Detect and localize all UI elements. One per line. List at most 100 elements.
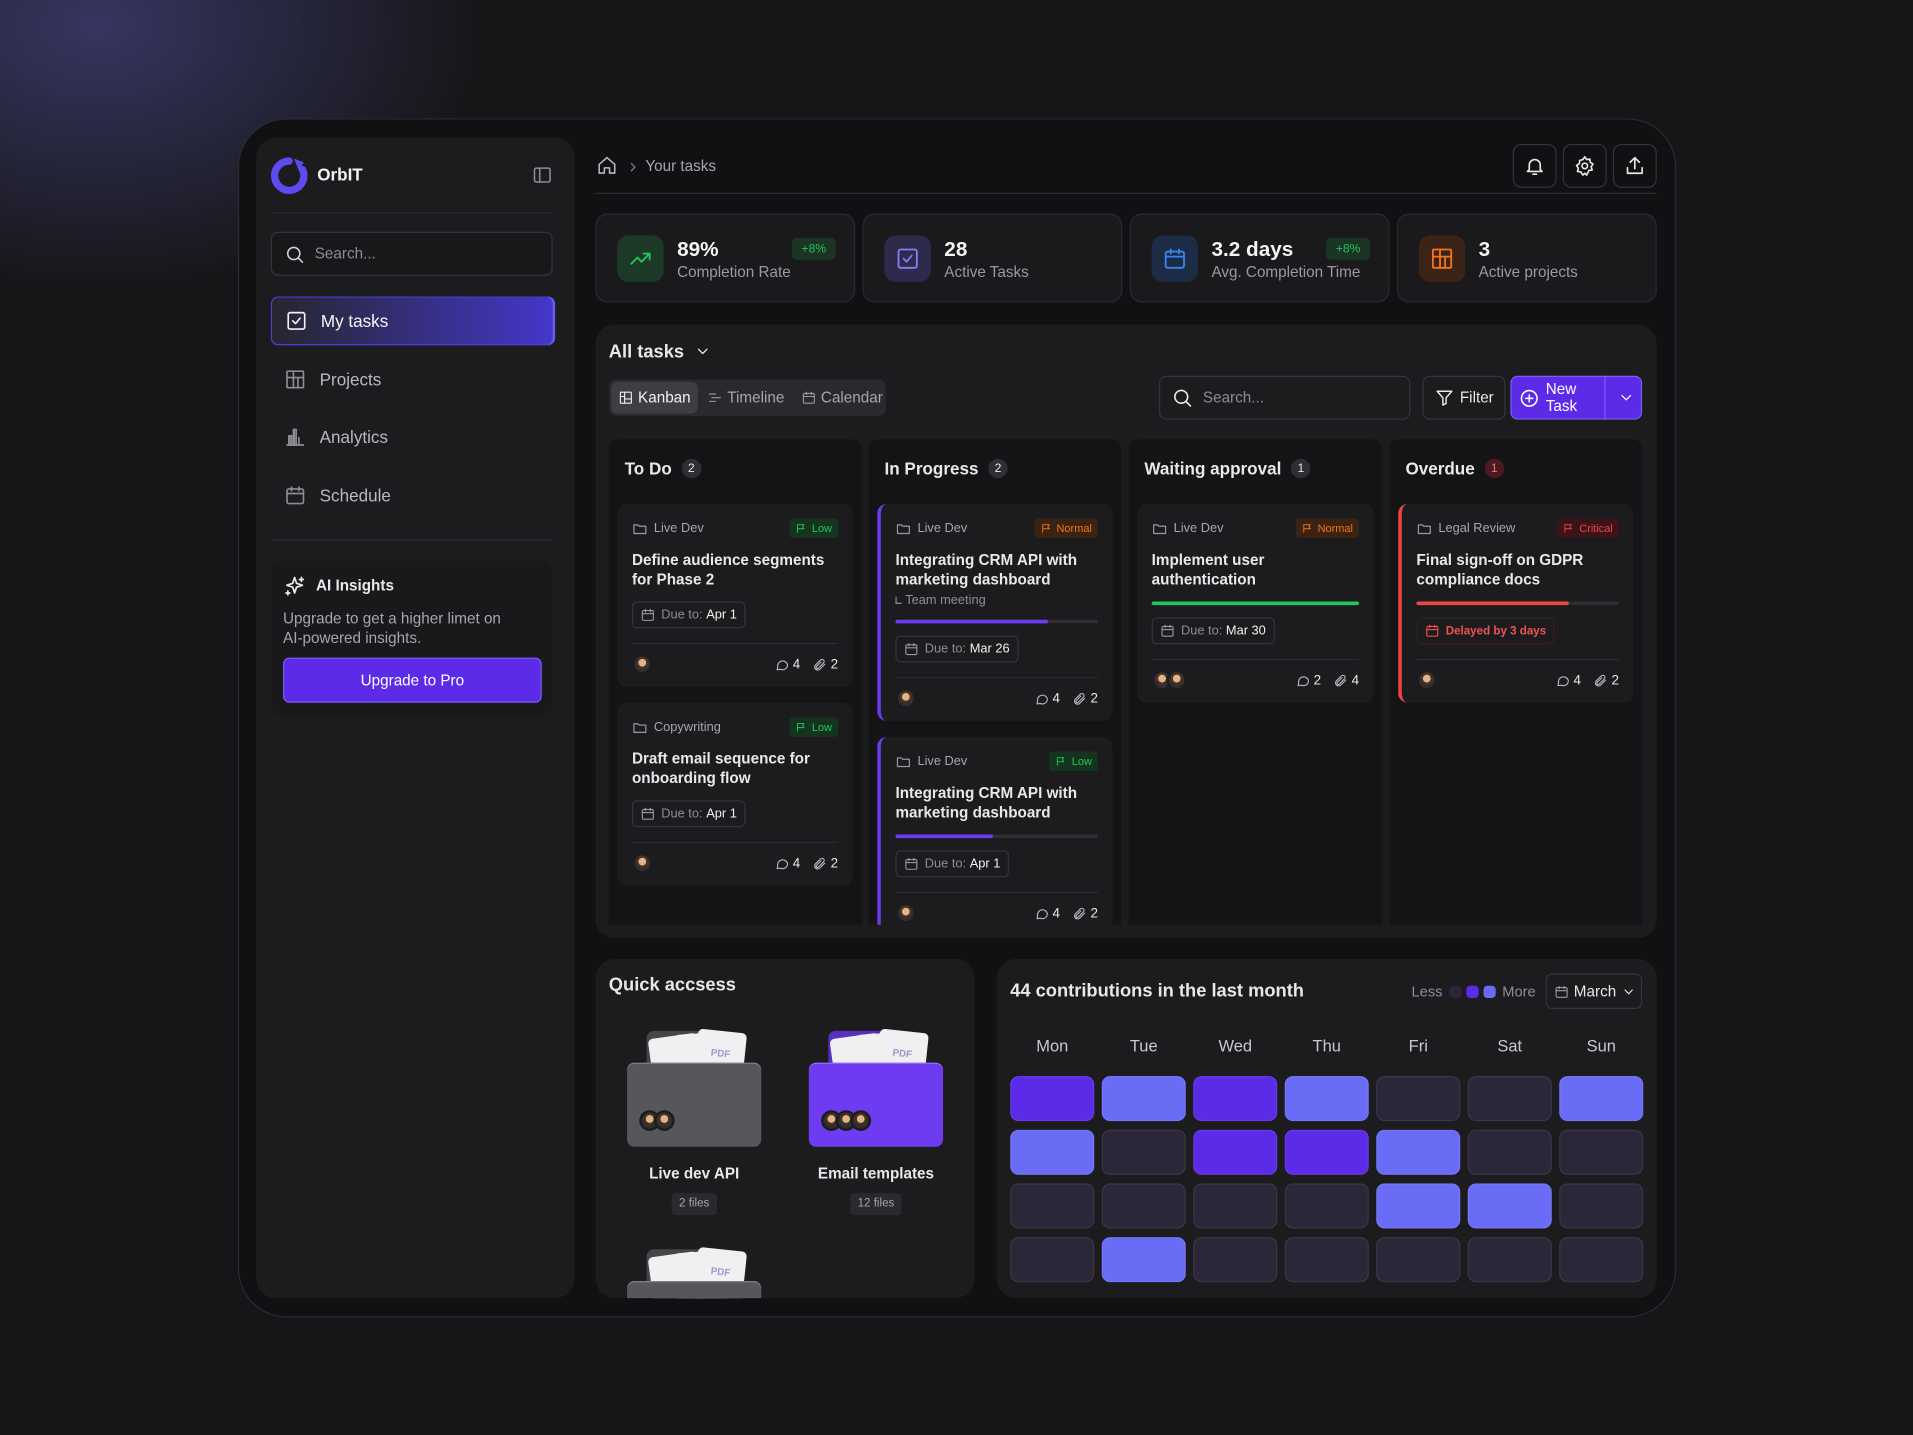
new-task-button[interactable]: New Task (1510, 375, 1643, 420)
heatmap-cell[interactable] (1010, 1129, 1095, 1175)
view-tab[interactable]: Calendar (794, 382, 890, 414)
heatmap-cell[interactable] (1101, 1076, 1186, 1122)
heatmap-cell[interactable] (1193, 1129, 1278, 1175)
clip-icon (812, 657, 827, 672)
view-tab[interactable]: Timeline (700, 382, 791, 414)
nav-item[interactable]: My tasks (270, 296, 553, 346)
heatmap-cell[interactable] (1101, 1183, 1186, 1229)
heatmap-cell[interactable] (1559, 1183, 1644, 1229)
heatmap-cell[interactable] (1376, 1237, 1461, 1283)
heatmap-cell[interactable] (1284, 1076, 1369, 1122)
stat-card: 3 Active projects (1396, 213, 1657, 303)
header-button[interactable] (1512, 143, 1557, 188)
upgrade-button[interactable]: Upgrade to Pro (283, 657, 542, 703)
nav-item[interactable]: Analytics (271, 412, 553, 461)
nav-icon (284, 426, 306, 448)
card-divider (631, 841, 839, 844)
folder-name: Live dev API (649, 1165, 740, 1183)
stat-icon (617, 235, 664, 282)
heatmap-cell[interactable] (1010, 1076, 1095, 1122)
heatmap-cell[interactable] (1193, 1237, 1278, 1283)
column-count: 1 (1484, 458, 1505, 479)
filter-button[interactable]: Filter (1422, 375, 1506, 420)
stat-icon-glyph (895, 246, 919, 270)
priority-label: Low (811, 721, 833, 734)
task-card[interactable]: Copywriting Low Draft email sequence for o… (617, 702, 853, 886)
nav-icon-svg (287, 311, 306, 330)
priority-label: Normal (1056, 522, 1092, 535)
heatmap-cell[interactable] (1284, 1129, 1369, 1175)
task-card[interactable]: Live Dev Low Integrating CRM API with mark… (877, 736, 1113, 925)
search-icon (1171, 387, 1193, 409)
folder[interactable]: PDF (808, 1028, 944, 1147)
sidebar-search[interactable]: Search... (270, 231, 553, 276)
stat-card: 3.2 days Avg. Completion Time +8% (1129, 213, 1390, 303)
heatmap-cell[interactable] (1376, 1129, 1461, 1175)
dropdown-icon-svg (1621, 394, 1632, 401)
comment-icon (1034, 906, 1049, 921)
calendar-icon (1425, 623, 1440, 638)
header-button[interactable] (1562, 143, 1607, 188)
task-card[interactable]: Legal Review Critical Final sign-off on GD… (1398, 503, 1634, 703)
due-box: Due to: Apr 1 (631, 800, 746, 828)
toggle[interactable] (532, 165, 554, 187)
view-tab[interactable]: Kanban (611, 381, 698, 414)
heatmap-cell[interactable] (1559, 1129, 1644, 1175)
heatmap-cell[interactable] (1193, 1183, 1278, 1229)
heatmap-cell[interactable] (1284, 1183, 1369, 1229)
divider (595, 192, 1657, 194)
folder[interactable]: PDF (627, 1028, 762, 1147)
heatmap-cell[interactable] (1467, 1129, 1552, 1175)
heatmap-cell[interactable] (1376, 1076, 1461, 1122)
heatmap-cell[interactable] (1101, 1129, 1186, 1175)
heatmap-cell[interactable] (1467, 1183, 1552, 1229)
column-name: Waiting approval (1144, 458, 1282, 479)
heatmap-cell[interactable] (1284, 1237, 1369, 1283)
task-card[interactable]: Live Dev Normal Integrating CRM API with m… (877, 503, 1113, 722)
month-select[interactable]: March (1545, 973, 1643, 1009)
breadcrumb-sep (626, 160, 641, 175)
divider (270, 212, 553, 214)
tasks-title[interactable]: All tasks (609, 339, 755, 363)
comment-icon-svg (776, 858, 788, 869)
home[interactable] (597, 155, 619, 177)
column-count: 2 (988, 458, 1008, 479)
assignees (631, 852, 653, 874)
insights-title: AI Insights (315, 577, 394, 595)
header-icon (1624, 155, 1646, 177)
heatmap-cell[interactable] (1467, 1076, 1552, 1122)
folder[interactable]: PDF (627, 1246, 762, 1299)
task-card[interactable]: Live Dev Normal Implement user authenticat… (1137, 503, 1374, 703)
heatmap-cell[interactable] (1467, 1237, 1552, 1283)
search-icon-svg (1174, 389, 1192, 407)
tasks-search[interactable]: Search... (1159, 375, 1411, 420)
dropdown-icon-svg (697, 348, 708, 355)
column-name: In Progress (884, 458, 979, 479)
heatmap-cell[interactable] (1376, 1183, 1461, 1229)
paper-label: PDF (710, 1265, 731, 1279)
heatmap-cell[interactable] (1559, 1237, 1644, 1283)
task-card[interactable]: Live Dev Low Define audience segments for … (617, 503, 853, 687)
heatmap-cell[interactable] (1193, 1076, 1278, 1122)
nav-item[interactable]: Schedule (271, 470, 553, 519)
progress-fill (895, 619, 1048, 624)
stat-label: Completion Rate (677, 263, 791, 281)
nav-label: Schedule (319, 484, 391, 505)
heatmap-cell[interactable] (1101, 1237, 1186, 1283)
flag-icon-svg (797, 723, 806, 732)
due-box: Due to: Mar 30 (1151, 617, 1275, 645)
heatmap-cell[interactable] (1010, 1183, 1095, 1229)
heatmap-cell[interactable] (1559, 1076, 1644, 1122)
nav-item[interactable]: Projects (271, 354, 553, 403)
header-button[interactable] (1612, 143, 1657, 188)
heatmap-cell[interactable] (1010, 1237, 1095, 1283)
stat-icon-glyph (1163, 246, 1187, 270)
attachment-count-text: 2 (830, 855, 839, 871)
comment-icon (1034, 691, 1049, 706)
card-title: Draft email sequence for onboarding flow (631, 750, 810, 787)
priority-badge: Normal (1034, 518, 1098, 539)
avatar (653, 1110, 675, 1131)
attachment-count: 4 (1333, 673, 1359, 687)
